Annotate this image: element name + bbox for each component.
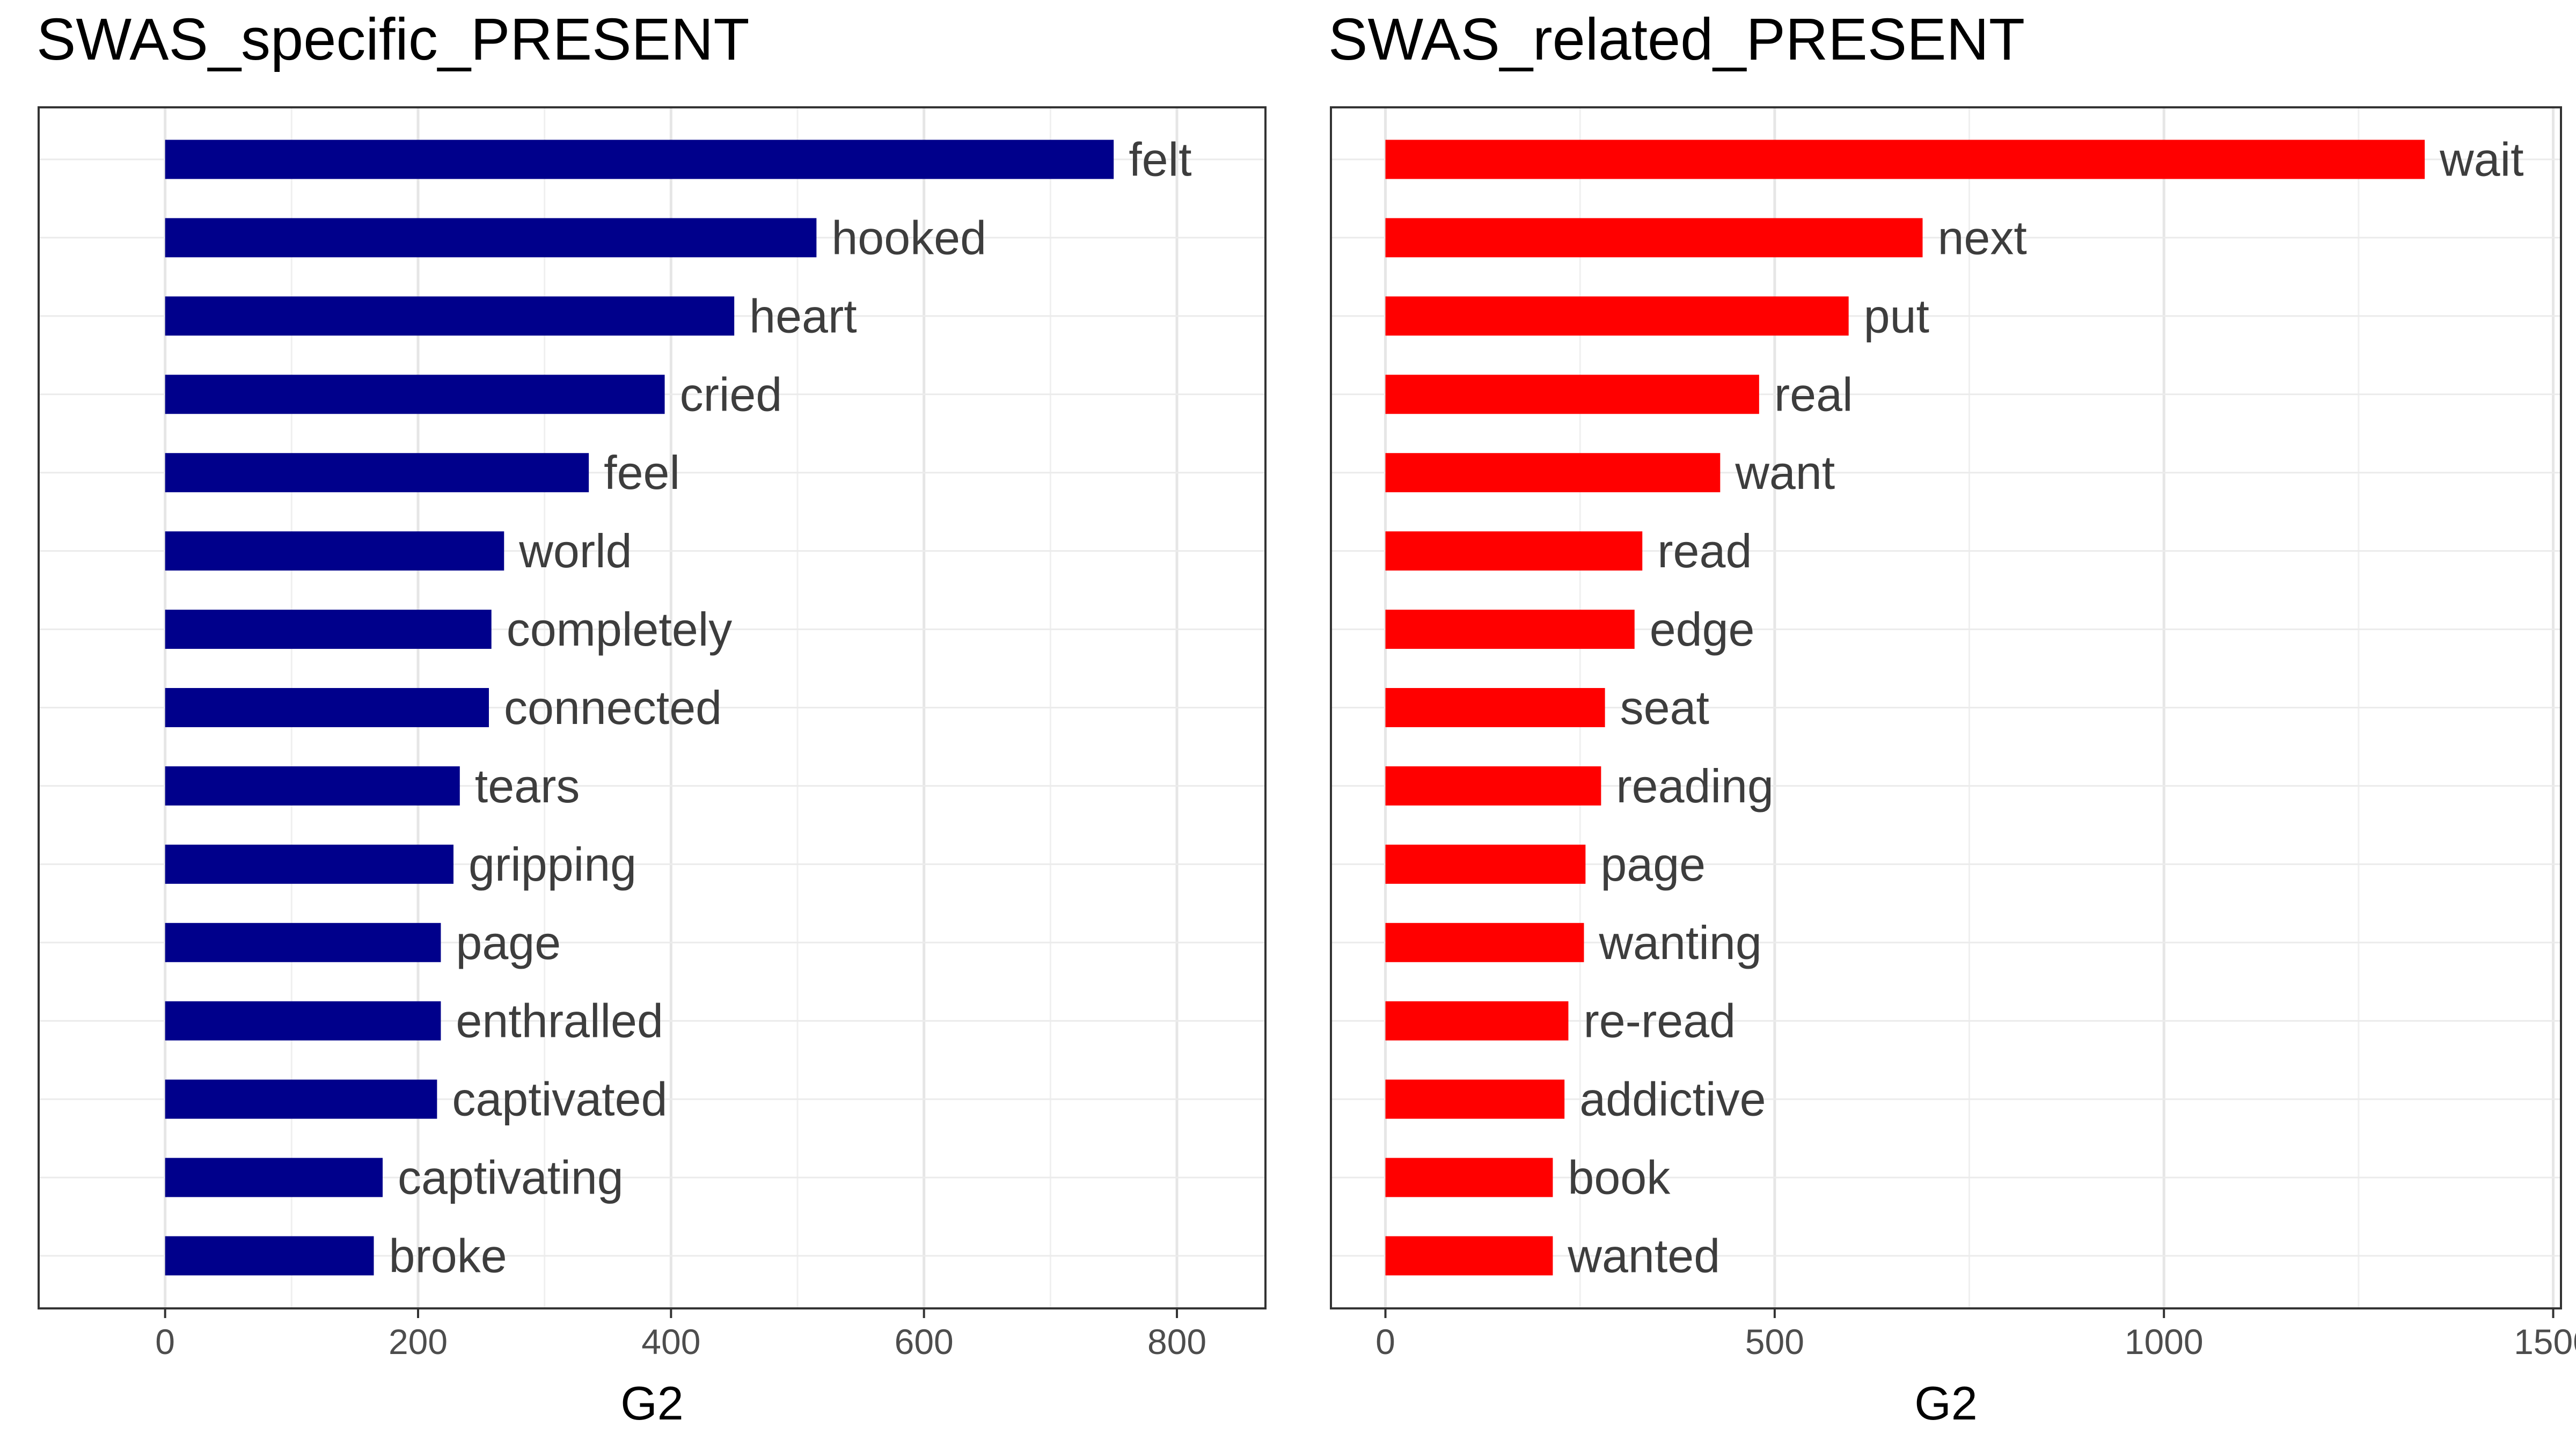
bar-label: connected <box>504 681 722 734</box>
bar-wait <box>1385 140 2425 179</box>
bar-captivating <box>165 1158 383 1197</box>
bar-label: heart <box>749 289 857 342</box>
bar-put <box>1385 296 1849 336</box>
x-tick-label: 600 <box>895 1322 954 1362</box>
bar-label: captivating <box>398 1151 624 1204</box>
bar-label: page <box>1600 838 1706 891</box>
bar-addictive <box>1385 1079 1565 1119</box>
bar-label: page <box>456 916 561 969</box>
bar-label: wanting <box>1598 916 1761 969</box>
bar-label: wanted <box>1567 1230 1720 1283</box>
bar-wanted <box>1385 1236 1553 1276</box>
x-tick-label: 400 <box>641 1322 700 1362</box>
x-axis-label: G2 <box>1914 1377 1977 1430</box>
bar-heart <box>165 296 735 336</box>
bar-edge <box>1385 610 1635 649</box>
x-tick-label: 0 <box>1375 1322 1395 1362</box>
bar-label: re-read <box>1583 994 1736 1048</box>
bar-label: tears <box>475 759 580 813</box>
bar-tears <box>165 766 460 806</box>
bar-label: hooked <box>831 211 986 264</box>
bar-label: gripping <box>469 838 636 891</box>
bar-label: reading <box>1616 759 1774 813</box>
bar-label: completely <box>507 603 733 656</box>
bar-label: seat <box>1620 681 1709 734</box>
panel-border <box>38 106 1267 1309</box>
bar-label: edge <box>1650 603 1755 656</box>
bar-reading <box>1385 766 1601 806</box>
bar-want <box>1385 453 1721 493</box>
bar-label: want <box>1735 446 1835 499</box>
bar-enthralled <box>165 1001 441 1041</box>
bar-label: put <box>1864 289 1929 342</box>
bar-read <box>1385 531 1643 571</box>
bar-world <box>165 531 504 571</box>
bar-page <box>1385 844 1586 884</box>
bar-real <box>1385 375 1759 414</box>
bar-label: book <box>1568 1151 1671 1204</box>
bar-completely <box>165 610 492 649</box>
bar-label: enthralled <box>456 994 663 1048</box>
bar-label: next <box>1937 211 2026 264</box>
bar-label: broke <box>389 1230 507 1283</box>
chart-title-related: SWAS_related_PRESENT <box>1328 6 2025 72</box>
x-tick-label: 1000 <box>2125 1322 2204 1362</box>
bar-label: captivated <box>452 1073 667 1126</box>
bar-label: wait <box>2439 133 2524 186</box>
bar-gripping <box>165 844 453 884</box>
chart-title-specific: SWAS_specific_PRESENT <box>36 6 750 72</box>
x-axis-label: G2 <box>620 1377 683 1430</box>
x-tick-label: 0 <box>155 1322 175 1362</box>
bar-label: addictive <box>1579 1073 1766 1126</box>
x-tick-label: 500 <box>1745 1322 1804 1362</box>
bar-connected <box>165 688 489 727</box>
x-tick-label: 1500 <box>2514 1322 2576 1362</box>
bar-broke <box>165 1236 374 1276</box>
x-tick-label: 800 <box>1147 1322 1206 1362</box>
x-tick-label: 200 <box>389 1322 448 1362</box>
bar-seat <box>1385 688 1605 727</box>
bar-wanting <box>1385 923 1584 962</box>
bar-label: world <box>518 524 632 577</box>
bar-re-read <box>1385 1001 1569 1041</box>
panel-border <box>1330 106 2562 1309</box>
bar-page <box>165 923 441 962</box>
bar-hooked <box>165 218 817 258</box>
bar-label: real <box>1774 368 1853 421</box>
bar-captivated <box>165 1079 437 1119</box>
bar-felt <box>165 140 1114 179</box>
bar-label: felt <box>1129 133 1191 186</box>
bar-cried <box>165 375 665 414</box>
bar-next <box>1385 218 1923 258</box>
bar-label: feel <box>604 446 680 499</box>
bar-feel <box>165 453 589 493</box>
bar-label: cried <box>680 368 782 421</box>
bar-label: read <box>1657 524 1752 577</box>
bar-book <box>1385 1158 1553 1197</box>
